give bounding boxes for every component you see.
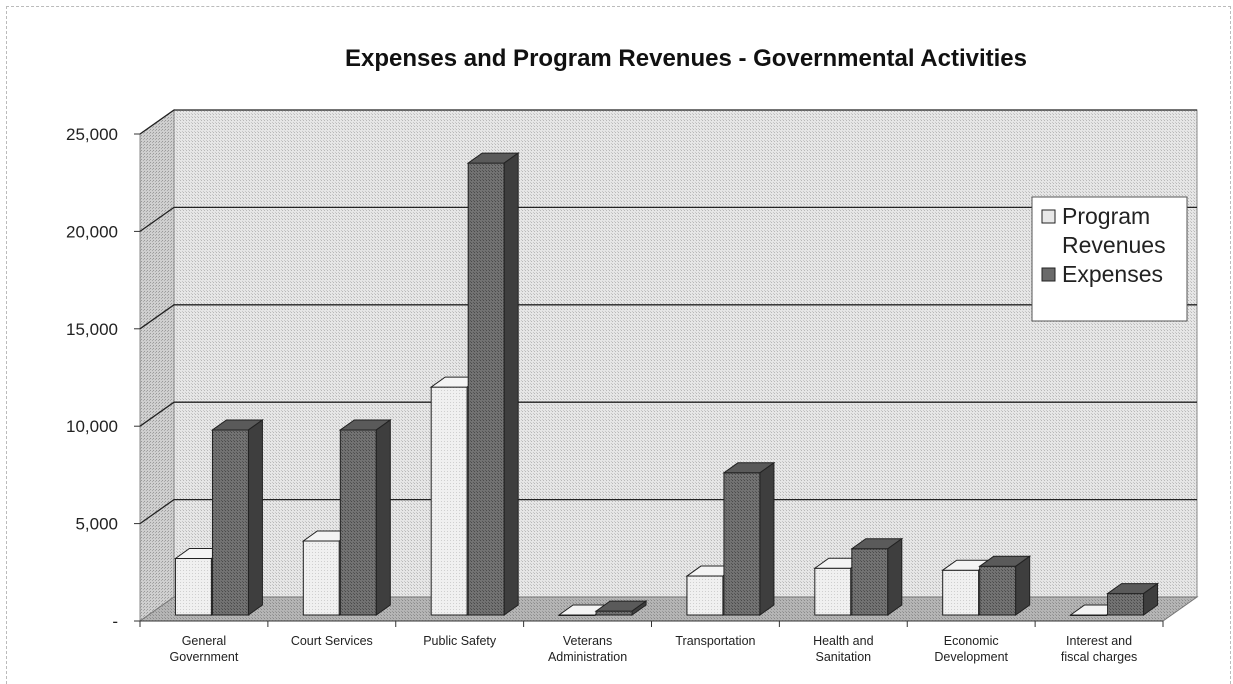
expenses-bar [210, 418, 264, 616]
x-tick-label-line: Economic [944, 634, 999, 648]
y-tick-label: 25,000 [66, 125, 118, 144]
side-wall [139, 109, 175, 622]
program-revenues-bar-front [686, 575, 724, 616]
x-tick-label: Veterans Administration [548, 634, 627, 664]
gridline [139, 498, 1197, 525]
x-tick-label: Public Safety [423, 634, 497, 648]
x-tick-label-line: Interest and [1066, 634, 1132, 648]
bars [173, 152, 1160, 616]
legend-label-line: Program [1062, 203, 1150, 229]
floor [138, 596, 1199, 622]
x-tick-label-line: Court Services [291, 634, 373, 648]
legend-swatch-expenses [1041, 267, 1056, 282]
plot-area: - 5,000 10,000 15,000 20,000 25,000 [66, 109, 1199, 631]
x-tick-label-line: Administration [548, 650, 627, 664]
y-tick-label: 5,000 [75, 515, 118, 534]
y-tick-label: - [112, 612, 118, 631]
x-tick-label-line: Government [170, 650, 239, 664]
x-tick-label-line: Health and [813, 634, 874, 648]
x-tick-label: Transportation [675, 634, 755, 648]
gridline [139, 206, 1197, 232]
legend: Program Revenues Expenses [1031, 196, 1188, 322]
x-tick-label-line: General [182, 634, 226, 648]
expenses-bar [850, 537, 904, 616]
program-revenues-bar-front [942, 569, 980, 616]
legend-label-line: Expenses [1062, 261, 1163, 287]
x-tick-label: Interest and fiscal charges [1061, 634, 1137, 664]
y-tick-label: 10,000 [66, 417, 118, 436]
x-tick-label: Court Services [291, 634, 373, 648]
legend-label-expenses: Expenses [1062, 261, 1163, 287]
expenses-bar [594, 600, 648, 616]
gridline [139, 109, 1197, 135]
expenses-bar-side [887, 537, 903, 616]
expenses-bar-side [375, 418, 391, 616]
expenses-bar-front [595, 610, 633, 616]
program-revenues-bar-front [302, 540, 340, 616]
expenses-bar [1106, 582, 1160, 616]
legend-swatch-program-revenues [1041, 209, 1056, 224]
expenses-bar-front [1107, 593, 1145, 616]
expenses-bar-side [1143, 582, 1159, 616]
legend-label-program-revenues: Program Revenues [1062, 203, 1166, 258]
expenses-bar-front [467, 162, 505, 616]
x-tick-label-line: Public Safety [423, 634, 497, 648]
program-revenues-bar-front [814, 567, 852, 616]
expenses-bar-side [1015, 555, 1031, 616]
expenses-bar-front [723, 472, 761, 616]
expenses-bar-side [503, 152, 519, 616]
x-tick-label-line: Veterans [563, 634, 612, 648]
expenses-bar-front [851, 548, 889, 616]
expenses-bar [466, 152, 520, 616]
x-tick-label: General Government [170, 634, 239, 664]
expenses-bar [338, 418, 392, 616]
x-tick-label: Health and Sanitation [813, 634, 874, 664]
program-revenues-bar-front [430, 386, 468, 616]
x-tick-label-line: Sanitation [816, 650, 872, 664]
x-axis-labels: General Government Court Services Public Sa… [139, 621, 1164, 664]
expenses-bar [722, 461, 776, 616]
program-revenues-bar-front [174, 558, 212, 616]
expenses-bar-front [339, 429, 377, 616]
legend-label-line: Revenues [1062, 232, 1166, 258]
x-tick-label: Economic Development [934, 634, 1008, 664]
chart-title: Expenses and Program Revenues - Governme… [345, 45, 1027, 72]
gridline [139, 304, 1197, 330]
back-wall [173, 109, 1198, 598]
y-tick-label: 20,000 [66, 222, 118, 241]
chart-frame [6, 6, 1231, 684]
expenses-bar-side [247, 418, 263, 616]
gridline [139, 401, 1197, 427]
expenses-bar [978, 555, 1032, 616]
legend-box [1031, 196, 1188, 322]
expenses-bar-front [211, 429, 249, 616]
y-tick-label: 15,000 [66, 320, 118, 339]
expenses-bar-side [759, 461, 775, 616]
x-tick-label-line: Development [934, 650, 1008, 664]
expenses-bar-side [631, 600, 647, 616]
x-tick-label-line: Transportation [675, 634, 755, 648]
x-tick-label-line: fiscal charges [1061, 650, 1137, 664]
expenses-bar-front [979, 565, 1017, 616]
